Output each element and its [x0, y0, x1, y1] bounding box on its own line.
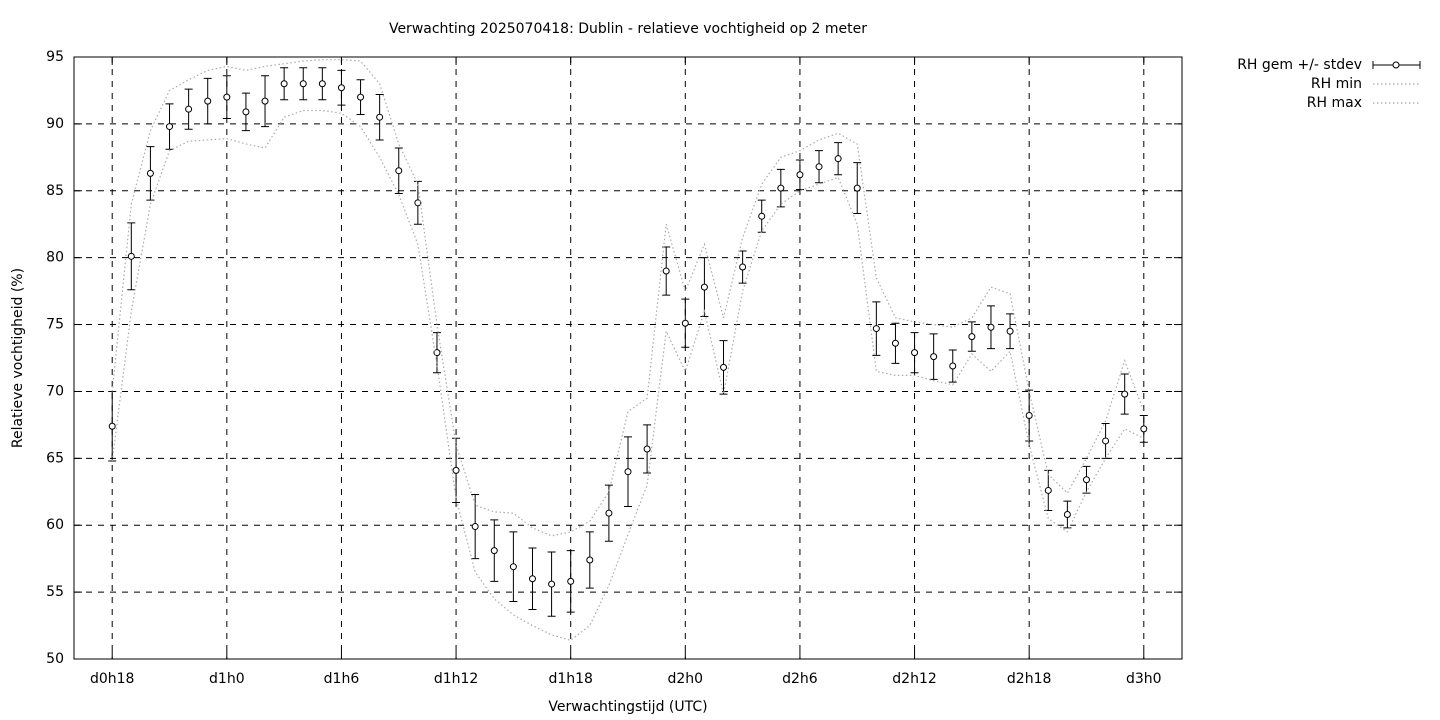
y-tick-label: 70: [46, 383, 64, 399]
y-tick-label: 90: [46, 116, 64, 132]
y-tick-label: 95: [46, 49, 64, 65]
point: [968, 333, 976, 341]
x-axis-label: Verwachtingstijd (UTC): [548, 699, 707, 715]
point: [1102, 437, 1110, 445]
point: [204, 97, 212, 105]
x-tick-label: d1h6: [324, 671, 360, 687]
point: [1025, 412, 1033, 420]
point: [911, 349, 919, 357]
point: [509, 563, 517, 571]
point: [1044, 486, 1052, 494]
x-tick-label: d1h0: [209, 671, 245, 687]
min-max-line: [111, 109, 1145, 641]
point: [586, 556, 594, 564]
point: [720, 363, 728, 371]
point: [987, 323, 995, 331]
point: [605, 509, 613, 517]
point: [681, 319, 689, 327]
y-axis-label: Relatieve vochtigheid (%): [10, 268, 26, 448]
point: [223, 93, 231, 101]
x-tick-label: d2h6: [782, 671, 818, 687]
x-tick-label: d2h12: [892, 671, 936, 687]
point: [758, 212, 766, 220]
point: [624, 468, 632, 476]
x-tick-label: d2h18: [1007, 671, 1051, 687]
y-tick-label: 85: [46, 183, 64, 199]
point: [815, 163, 823, 171]
point: [700, 283, 708, 291]
point: [528, 575, 536, 583]
point: [872, 325, 880, 333]
point: [280, 80, 288, 88]
point: [318, 80, 326, 88]
point: [337, 84, 345, 92]
x-tick-label: d2h0: [668, 671, 704, 687]
point: [299, 80, 307, 88]
point: [261, 97, 269, 105]
legend-label: RH min: [1311, 76, 1362, 92]
point: [146, 169, 154, 177]
point: [739, 263, 747, 271]
y-tick-label: 65: [46, 450, 64, 466]
point: [853, 184, 861, 192]
point: [662, 267, 670, 275]
point: [395, 167, 403, 175]
point: [471, 523, 479, 531]
x-tick-label: d0h18: [90, 671, 134, 687]
point: [930, 353, 938, 361]
x-tick-label: d1h12: [434, 671, 478, 687]
point: [834, 155, 842, 163]
point: [1121, 390, 1129, 398]
y-tick-label: 80: [46, 250, 64, 266]
point: [357, 93, 365, 101]
point: [1063, 511, 1071, 519]
point: [548, 580, 556, 588]
point: [796, 171, 804, 179]
legend-label: RH gem +/- stdev: [1237, 57, 1362, 73]
plot-frame: [73, 56, 1183, 660]
point: [166, 123, 174, 131]
point: [1140, 425, 1148, 433]
point: [777, 184, 785, 192]
point: [1082, 476, 1090, 484]
point: [490, 547, 498, 555]
legend-swatch: [1392, 61, 1400, 69]
point: [949, 362, 957, 370]
point: [185, 105, 193, 113]
point: [376, 113, 384, 121]
point: [242, 108, 250, 116]
y-tick-label: 75: [46, 317, 64, 333]
y-tick-label: 50: [46, 651, 64, 667]
point: [643, 445, 651, 453]
point: [891, 339, 899, 347]
point: [452, 466, 460, 474]
point: [567, 577, 575, 585]
y-tick-label: 55: [46, 584, 64, 600]
x-tick-label: d3h0: [1126, 671, 1162, 687]
y-tick-label: 60: [46, 517, 64, 533]
point: [414, 199, 422, 207]
point: [127, 252, 135, 260]
point: [108, 422, 116, 430]
chart-title: Verwachting 2025070418: Dublin - relatie…: [389, 21, 867, 37]
point: [1006, 327, 1014, 335]
x-tick-label: d1h18: [548, 671, 592, 687]
legend-label: RH max: [1307, 95, 1362, 111]
